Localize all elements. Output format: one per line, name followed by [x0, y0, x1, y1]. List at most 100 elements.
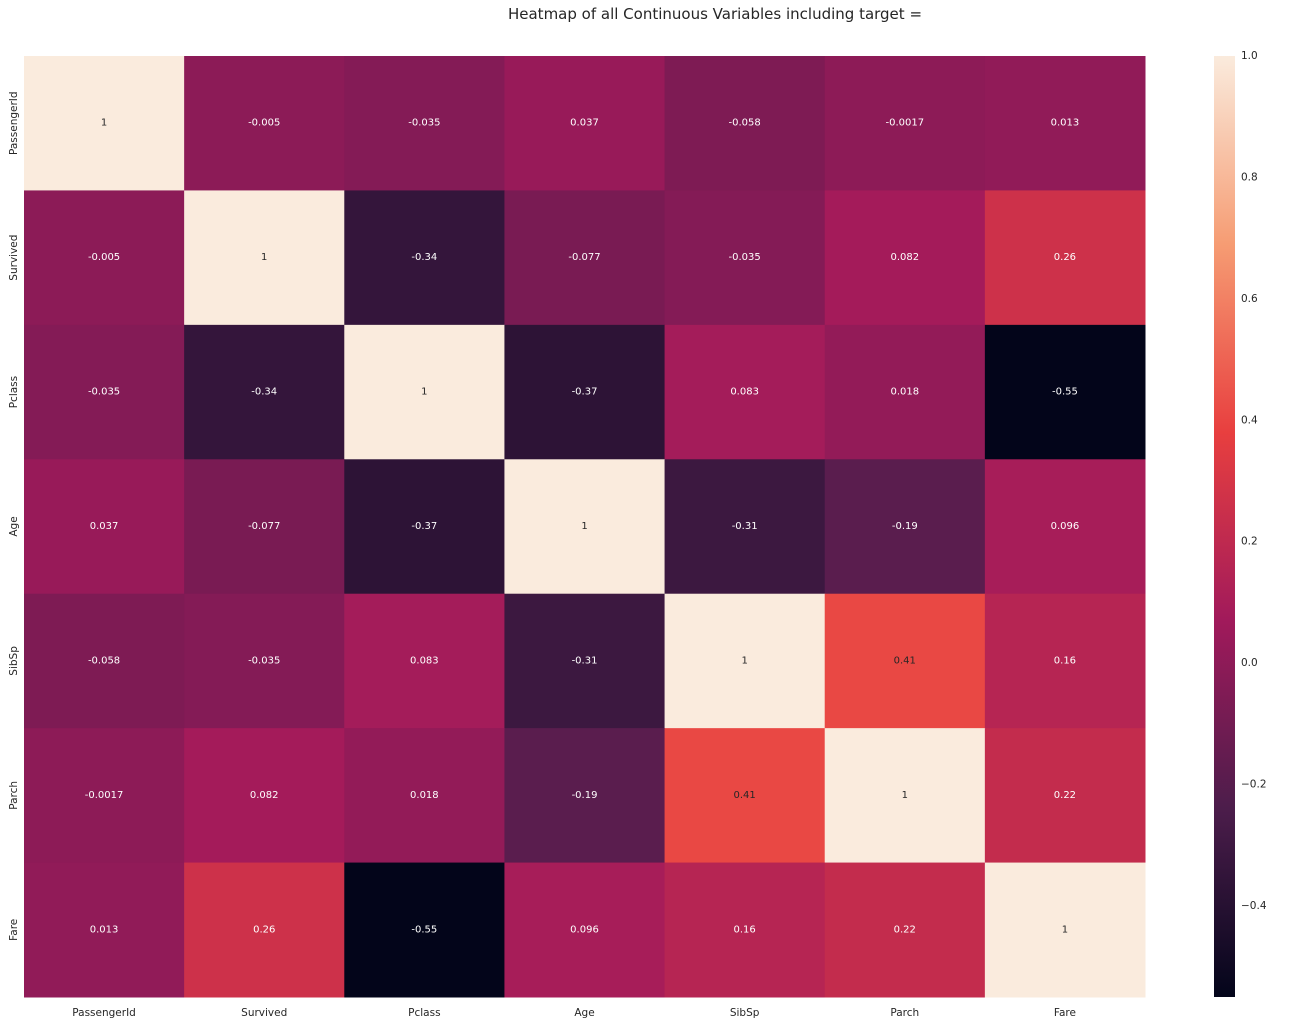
heatmap-cell	[184, 728, 345, 864]
heatmap-cell	[24, 459, 185, 595]
cell-value-label: 0.013	[1051, 118, 1080, 129]
cell-value-label: -0.34	[251, 387, 277, 398]
colorbar-tick-label: 0.2	[1241, 536, 1258, 548]
heatmap-cell	[24, 862, 185, 998]
heatmap-cell	[984, 324, 1146, 460]
cell-value-label: 1	[902, 790, 908, 801]
heatmap-cell	[664, 593, 826, 729]
heatmap-cell	[504, 593, 666, 729]
cell-value-label: 0.096	[570, 924, 599, 935]
heatmap-cell	[824, 324, 986, 460]
heatmap-cell	[184, 56, 345, 191]
heatmap-cell	[504, 324, 666, 460]
cell-value-label: 0.16	[1054, 655, 1076, 666]
heatmap-cell	[504, 728, 666, 864]
heatmap-cell	[664, 862, 826, 998]
heatmap-cell	[824, 190, 986, 326]
y-axis: PassengerId Survived Pclass Age SibSp Parch Fa…	[8, 91, 20, 940]
cell-value-label: -0.31	[572, 655, 598, 666]
colorbar-tick-label: 0.4	[1241, 414, 1258, 426]
cell-value-label: 0.16	[734, 924, 756, 935]
heatmap-cell	[984, 593, 1146, 729]
cell-value-label: -0.035	[408, 118, 440, 129]
cell-value-label: -0.0017	[85, 790, 124, 801]
cell-value-label: -0.035	[729, 252, 761, 263]
heatmap-cell	[664, 56, 826, 191]
colorbar: −0.4 −0.2 0.0 0.2 0.4 0.6 0.8 1.0	[1214, 50, 1267, 997]
heatmap-cell	[664, 190, 826, 326]
heatmap-cells: 1 -0.005 -0.035 0.037 -0.058 -0.0017 0.013 -0.0…	[24, 56, 1146, 998]
heatmap-cell	[344, 56, 505, 191]
cell-value-label: 0.018	[890, 387, 919, 398]
colorbar-tick-label: 1.0	[1241, 50, 1258, 62]
cell-value-label: 0.037	[90, 521, 119, 532]
heatmap-cell	[344, 593, 505, 729]
x-tick-label: Age	[574, 1007, 594, 1019]
cell-value-label: -0.005	[248, 118, 280, 129]
colorbar-tick-label: 0.8	[1241, 171, 1258, 183]
colorbar-tick-label: 0.0	[1241, 657, 1258, 669]
cell-value-label: -0.058	[88, 655, 120, 666]
cell-value-label: 1	[261, 252, 267, 263]
heatmap-cell	[24, 593, 185, 729]
cell-value-label: 0.083	[410, 655, 439, 666]
colorbar-gradient	[1214, 56, 1235, 997]
heatmap-cell	[184, 324, 345, 460]
heatmap-cell	[504, 459, 666, 595]
heatmap-cell	[984, 459, 1146, 595]
heatmap-cell	[504, 190, 666, 326]
y-tick-label: Parch	[8, 781, 20, 810]
cell-value-label: -0.37	[411, 521, 437, 532]
heatmap-cell	[984, 56, 1146, 191]
cell-value-label: 0.082	[250, 790, 279, 801]
cell-value-label: 0.037	[570, 118, 599, 129]
heatmap-cell	[664, 324, 826, 460]
cell-value-label: 0.26	[1054, 252, 1076, 263]
y-tick-label: Fare	[8, 919, 20, 941]
cell-value-label: -0.31	[732, 521, 758, 532]
x-axis: PassengerId Survived Pclass Age SibSp Parch Fa…	[72, 1007, 1076, 1019]
colorbar-tick-label: 0.6	[1241, 293, 1258, 305]
cell-value-label: -0.37	[572, 387, 598, 398]
cell-value-label: 0.096	[1051, 521, 1080, 532]
x-tick-label: Fare	[1054, 1007, 1076, 1019]
cell-value-label: -0.19	[572, 790, 598, 801]
cell-value-label: 0.083	[730, 387, 759, 398]
y-tick-label: PassengerId	[8, 91, 20, 155]
cell-value-label: 1	[741, 655, 747, 666]
heatmap-cell	[504, 56, 666, 191]
heatmap-cell	[344, 728, 505, 864]
heatmap-cell	[344, 190, 505, 326]
heatmap-cell	[184, 862, 345, 998]
cell-value-label: -0.19	[892, 521, 918, 532]
cell-value-label: 1	[1062, 924, 1068, 935]
y-tick-label: Pclass	[8, 376, 20, 408]
cell-value-label: 1	[101, 118, 107, 129]
cell-value-label: -0.077	[568, 252, 600, 263]
cell-value-label: 0.22	[1054, 790, 1076, 801]
x-tick-label: Pclass	[408, 1007, 440, 1019]
x-tick-label: Survived	[241, 1007, 287, 1019]
heatmap-cell	[664, 728, 826, 864]
heatmap-cell	[184, 190, 345, 326]
cell-value-label: -0.035	[88, 387, 120, 398]
heatmap-cell	[824, 862, 986, 998]
cell-value-label: -0.0017	[885, 118, 924, 129]
heatmap-cell	[824, 459, 986, 595]
heatmap-cell	[24, 190, 185, 326]
cell-value-label: -0.005	[88, 252, 120, 263]
heatmap-cell	[504, 862, 666, 998]
x-tick-label: PassengerId	[72, 1007, 136, 1019]
cell-value-label: 0.22	[894, 924, 916, 935]
heatmap-cell	[824, 593, 986, 729]
x-tick-label: SibSp	[730, 1007, 760, 1019]
y-tick-label: SibSp	[8, 646, 20, 676]
cell-value-label: -0.55	[411, 924, 437, 935]
heatmap-cell	[24, 56, 185, 191]
cell-value-label: 1	[421, 387, 427, 398]
heatmap-cell	[984, 862, 1146, 998]
cell-value-label: 0.26	[253, 924, 275, 935]
heatmap-cell	[24, 324, 185, 460]
cell-value-label: 1	[581, 521, 587, 532]
heatmap-cell	[824, 728, 986, 864]
